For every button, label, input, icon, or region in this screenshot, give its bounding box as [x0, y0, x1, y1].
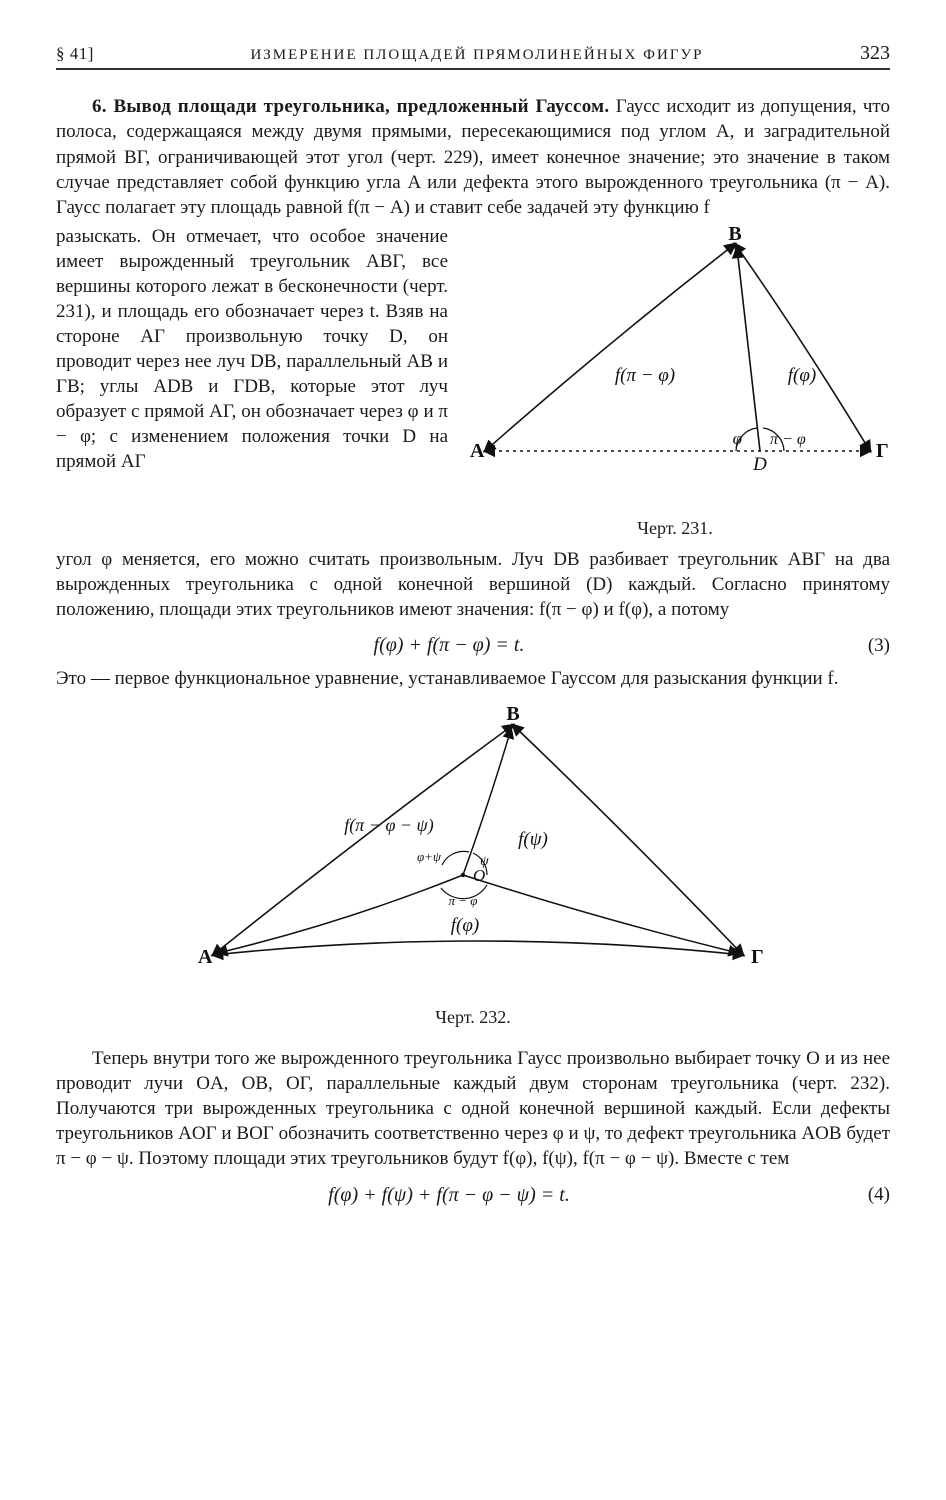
- label232-G: Г: [751, 946, 764, 968]
- paragraph-2: угол φ меняется, его можно считать произ…: [56, 547, 890, 622]
- label-B: В: [728, 226, 741, 245]
- header-title: ИЗМЕРЕНИЕ ПЛОЩАДЕЙ ПРЯМОЛИНЕЙНЫХ ФИГУР: [250, 46, 703, 66]
- label232-phipluspsi: φ+ψ: [417, 849, 442, 864]
- label232-fpsi: f(ψ): [518, 829, 548, 850]
- equation-4: f(φ) + f(ψ) + f(π − φ − ψ) = t. (4): [56, 1182, 890, 1208]
- equation-3: f(φ) + f(π − φ) = t. (3): [56, 632, 890, 658]
- equation-3-number: (3): [842, 633, 890, 658]
- label232-piminusphi: π − φ: [449, 893, 478, 908]
- label-phi: φ: [733, 429, 742, 448]
- equation-4-formula: f(φ) + f(ψ) + f(π − φ − ψ) = t.: [56, 1182, 842, 1208]
- label232-B: В: [506, 705, 519, 725]
- label-fphi: f(φ): [788, 365, 816, 386]
- label232-fpimphipsi: f(π − φ − ψ): [344, 815, 433, 836]
- paragraph-4: Теперь внутри того же вырожденного треуг…: [56, 1046, 890, 1171]
- label-piminusphi: π − φ: [770, 431, 806, 448]
- header-section: § 41]: [56, 43, 94, 65]
- figure-231-caption: Черт. 231.: [460, 517, 890, 541]
- figure-232: В А Г O f(π − φ − ψ) f(ψ) f(φ) φ+ψ ψ π −…: [56, 705, 890, 1030]
- label-D: D: [752, 454, 767, 475]
- running-header: § 41] ИЗМЕРЕНИЕ ПЛОЩАДЕЙ ПРЯМОЛИНЕЙНЫХ Ф…: [56, 40, 890, 70]
- header-page: 323: [860, 40, 890, 66]
- label232-fphi: f(φ): [451, 915, 479, 936]
- section-heading: 6. Вывод площади треугольника, предложен…: [92, 96, 609, 117]
- label-fpimphi: f(π − φ): [615, 365, 675, 386]
- paragraph-3: Это — первое функциональное уравнение, у…: [56, 666, 890, 691]
- equation-4-number: (4): [842, 1182, 890, 1207]
- paragraph-1-intro: 6. Вывод площади треугольника, предложен…: [56, 94, 890, 219]
- label-A: А: [470, 440, 485, 462]
- figure-232-svg: В А Г O f(π − φ − ψ) f(ψ) f(φ) φ+ψ ψ π −…: [163, 705, 783, 995]
- label232-A: А: [198, 946, 213, 968]
- wrap-block-fig231: В А Г D φ π − φ f(π − φ) f(φ) Черт. 231.…: [56, 224, 890, 547]
- figure-231-svg: В А Г D φ π − φ f(π − φ) f(φ): [460, 226, 890, 506]
- label-G: Г: [876, 440, 889, 462]
- figure-232-caption: Черт. 232.: [56, 1006, 890, 1030]
- label232-psi: ψ: [480, 854, 489, 869]
- figure-231: В А Г D φ π − φ f(π − φ) f(φ) Черт. 231.: [460, 226, 890, 541]
- equation-3-formula: f(φ) + f(π − φ) = t.: [56, 632, 842, 658]
